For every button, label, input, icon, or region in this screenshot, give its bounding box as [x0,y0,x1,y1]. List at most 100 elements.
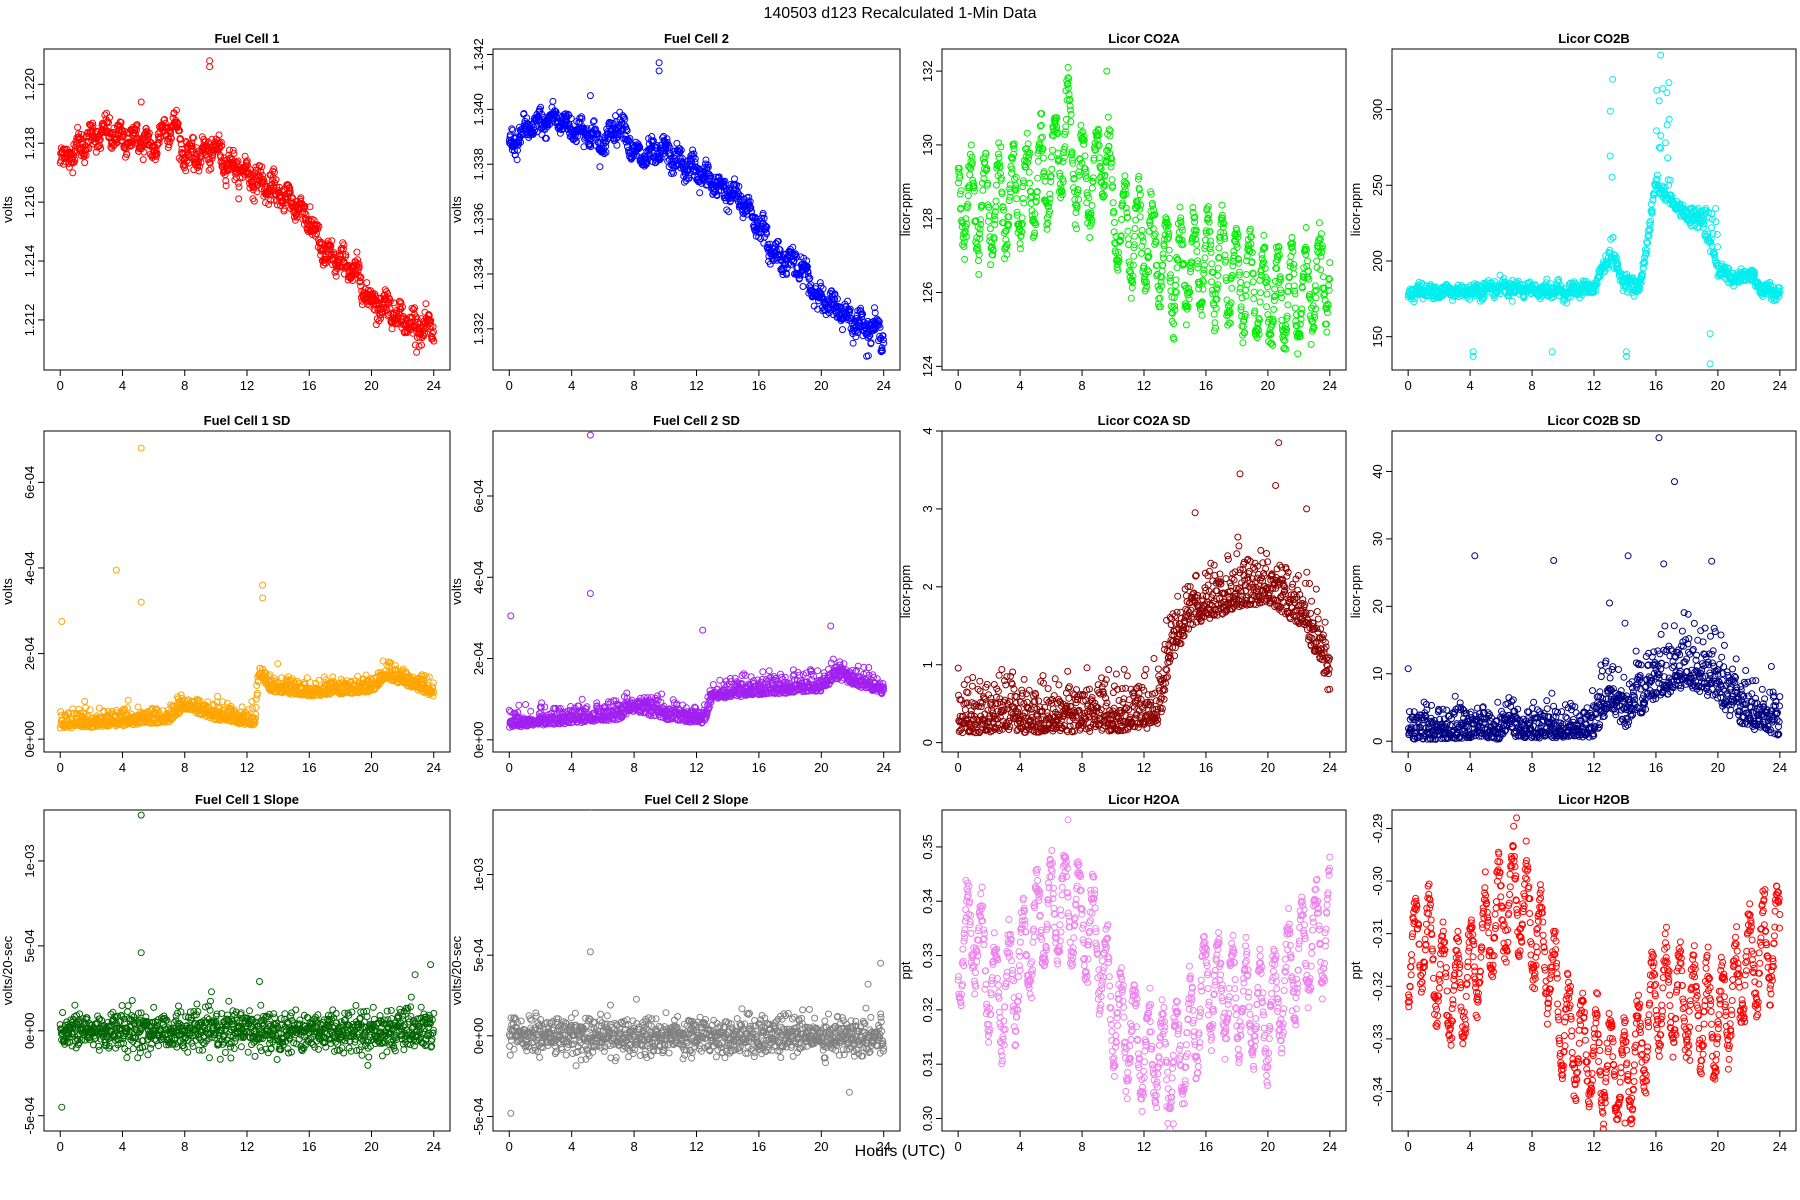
data-point [997,174,1005,182]
data-point [1193,240,1201,248]
data-point [626,135,634,142]
data-point [1609,233,1617,241]
data-point [1555,278,1563,286]
data-point [1277,276,1285,284]
data-point [1711,250,1719,258]
data-point [1653,86,1661,94]
data-point [1157,282,1165,290]
data-point [880,339,888,347]
outlier-point [655,59,663,67]
data-point [712,191,720,199]
data-point [249,186,257,194]
data-point [1202,227,1210,235]
data-point [1661,188,1668,196]
data-point [69,169,77,177]
data-point [1139,233,1146,241]
data-point [772,240,780,248]
data-point [1178,236,1186,244]
data-point [253,188,261,196]
data-point [1108,155,1116,163]
data-point [1034,174,1042,182]
data-point [1056,169,1064,177]
data-point [998,190,1006,198]
main-title: 140503 d123 Recalculated 1-Min Data [763,5,1036,22]
data-point [1011,175,1019,183]
panel-fc1sd: Fuel Cell 1 SD0 4 8 12 16 20 240e+002e-044e-04… [0,413,451,775]
data-point [1554,276,1562,284]
data-point [1044,219,1052,227]
data-point [1665,115,1673,123]
data-point [1200,261,1208,269]
data-point [1766,278,1774,286]
data-point [1077,121,1085,129]
outlier-point [1623,352,1630,360]
data-point [1088,202,1096,209]
data-point [1255,330,1263,338]
data-point [763,223,771,231]
data-point [1113,264,1121,271]
data-point [95,142,103,150]
data-point [1127,294,1135,302]
data-point [399,303,406,311]
data-point [1191,230,1199,238]
data-point [1293,322,1301,330]
y-tick-label: 1.340 [471,93,486,126]
data-point [71,156,79,164]
data-point [1241,313,1249,321]
data-point [1112,232,1120,240]
data-point [967,157,975,165]
data-point [1054,149,1062,157]
data-point [1159,261,1167,269]
data-point [1663,121,1671,129]
data-point [1215,253,1223,261]
data-point [89,122,97,130]
data-point [1246,225,1254,233]
data-point [989,247,997,254]
data-point [133,126,141,134]
data-point [145,129,153,137]
data-point [1038,110,1046,118]
data-point [328,237,336,245]
data-point [92,148,100,156]
data-point [408,304,416,312]
data-point [1304,257,1311,265]
data-point [1294,350,1302,358]
data-point [205,166,213,174]
data-point [152,152,160,160]
data-point [992,197,1000,205]
data-point [1449,296,1456,304]
data-point [994,150,1002,158]
data-point [956,174,963,182]
data-point [1198,299,1206,307]
data-point [1222,256,1230,264]
data-point [1214,264,1222,272]
data-point [1712,218,1720,226]
data-point [1136,205,1144,213]
data-point [852,333,860,341]
data-point [995,139,1003,147]
data-point [1306,291,1313,298]
data-point [804,272,812,280]
data-point [1012,173,1020,181]
x-tick-label: 16 [1649,378,1663,393]
y-tick-label: 200 [1370,250,1385,272]
data-point [1313,264,1321,271]
data-point [413,315,421,323]
series-points [56,444,438,732]
data-point [1263,290,1271,298]
data-point [1326,275,1333,283]
data-point [1657,132,1665,140]
data-point [833,295,841,303]
data-point [1466,295,1474,303]
data-point [1101,181,1109,189]
data-point [1250,295,1258,303]
data-point [272,176,280,184]
data-point [1324,301,1332,309]
data-point [879,332,887,340]
data-point [1699,224,1707,232]
data-point [386,305,394,313]
data-point [799,283,807,290]
data-point [783,270,791,278]
data-point [1178,226,1186,234]
data-point [1274,253,1282,261]
